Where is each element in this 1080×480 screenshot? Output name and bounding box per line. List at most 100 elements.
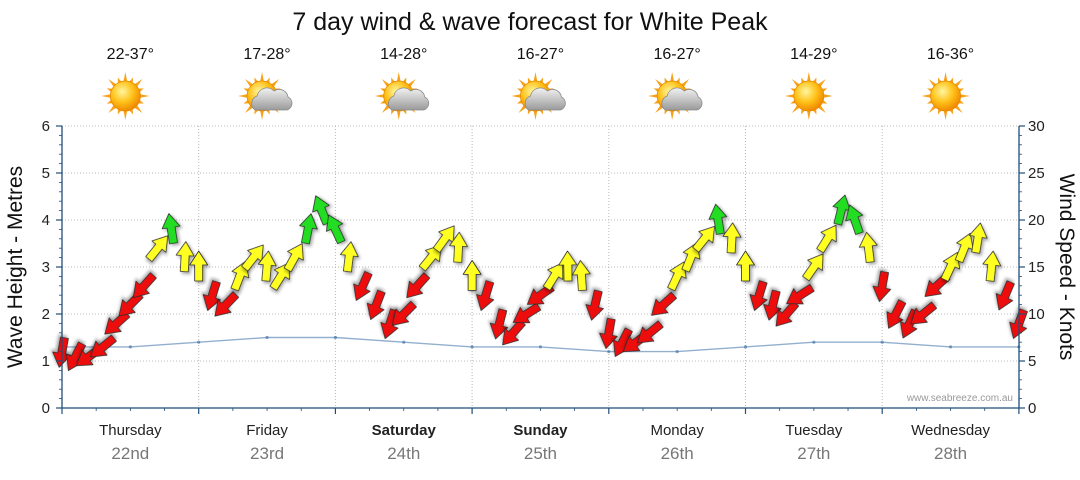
wind-arrow-shape	[90, 334, 117, 358]
wind-arrow-shape	[982, 250, 1002, 282]
sun-ray	[791, 105, 800, 113]
sun-ray	[271, 79, 280, 87]
wind-arrow-shape	[558, 250, 578, 282]
wind-arrow-shape	[872, 270, 892, 302]
sun-ray	[670, 72, 674, 82]
sun-ray	[954, 79, 963, 87]
wind-arrow-shape	[145, 235, 169, 262]
day-temperature: 16-27°	[653, 46, 700, 63]
right-tick-label: 5	[1028, 353, 1036, 370]
wind-arrow-shape	[692, 225, 715, 253]
wave-height-series	[60, 335, 1021, 354]
sun-ray	[245, 105, 253, 113]
wave-point	[812, 340, 816, 344]
sun-ray	[396, 72, 401, 82]
wave-point	[607, 350, 611, 354]
wind-arrow	[558, 250, 578, 282]
right-axis-ticks: 0 5 10 15 20 25 30	[1019, 118, 1045, 417]
wind-arrow-shape	[763, 289, 782, 321]
wind-arrow	[786, 283, 815, 305]
wind-arrow-shape	[353, 270, 373, 301]
right-tick-label: 15	[1028, 259, 1045, 276]
wave-point	[880, 340, 884, 344]
wind-arrow	[636, 320, 664, 344]
wind-arrow	[449, 231, 468, 263]
wind-arrow	[380, 308, 399, 340]
wind-arrow-shape	[339, 241, 359, 273]
sun-ray	[655, 105, 663, 113]
sun-ray	[655, 79, 663, 87]
wind-arrow-shape	[476, 280, 495, 311]
wind-arrow	[651, 291, 677, 316]
wind-arrow-shape	[542, 262, 564, 291]
daily-weather-row: 22-37° 17-28° 14-28° 16-27° 16-27° 14-29° 16-3…	[101, 46, 974, 120]
sun-ray	[381, 105, 390, 113]
sun-ray	[140, 94, 150, 98]
day-temperature: 17-28°	[243, 46, 290, 63]
wind-arrow	[910, 301, 938, 325]
sunny-icon	[101, 72, 150, 120]
sun-ray	[954, 105, 963, 113]
wind-arrow-shape	[786, 283, 815, 305]
day-name-label: Saturday	[372, 422, 437, 439]
day-temperature: 14-28°	[380, 46, 427, 63]
wind-arrow	[886, 299, 907, 329]
wind-arrow	[845, 204, 864, 235]
sun-ray	[533, 110, 538, 120]
wind-arrow-shape	[599, 317, 618, 349]
wind-arrow	[858, 231, 878, 263]
wave-point	[948, 345, 953, 349]
wind-arrow-shape	[325, 214, 346, 245]
sun-ray	[928, 105, 937, 113]
left-tick-label: 6	[42, 118, 50, 135]
wind-arrow	[325, 214, 346, 245]
sun-ray	[960, 94, 970, 98]
left-tick-label: 5	[42, 165, 50, 182]
wind-arrow-shape	[910, 301, 938, 325]
wind-arrow	[392, 300, 417, 326]
day-temperature: 22-37°	[107, 46, 154, 63]
sunny-icon	[921, 72, 970, 120]
sun-disc	[793, 80, 825, 112]
wind-arrow	[366, 289, 386, 320]
day-temperature: 14-29°	[790, 46, 837, 63]
wind-arrow-shape	[802, 253, 824, 282]
day-date-label: 28th	[934, 444, 967, 463]
wind-arrow-shape	[462, 259, 482, 291]
left-tick-label: 3	[42, 259, 50, 276]
wind-arrow	[763, 289, 782, 321]
wind-arrow	[406, 272, 431, 299]
cloud	[661, 87, 703, 111]
sun-ray	[134, 105, 143, 113]
sun-ray	[134, 79, 143, 87]
wind-arrow	[175, 241, 195, 273]
y2-axis-label: Wind Speed - Knots	[1055, 174, 1078, 361]
wind-arrow-shape	[299, 213, 318, 245]
day-name-label: Friday	[246, 422, 288, 439]
wind-arrow	[241, 244, 264, 272]
sun-ray	[408, 79, 416, 87]
sun-ray	[108, 105, 117, 113]
watermark: www.seabreeze.com.au	[906, 393, 1013, 404]
wave-point	[675, 350, 679, 354]
cloud	[388, 87, 430, 111]
day-name-label: Monday	[650, 422, 704, 439]
sun-ray	[533, 72, 538, 82]
wind-arrow-shape	[175, 241, 195, 273]
wind-arrows-series	[52, 194, 1028, 371]
wind-arrow-shape	[968, 222, 988, 254]
wave-point	[538, 345, 543, 349]
wind-arrow	[462, 259, 482, 291]
wind-arrow-shape	[489, 308, 509, 340]
sun-ray	[823, 94, 833, 98]
sun-ray	[374, 94, 384, 98]
sun-ray	[648, 94, 658, 98]
day-temperature: 16-27°	[517, 46, 564, 63]
wind-arrow	[299, 213, 318, 245]
partly-cloudy-icon	[511, 72, 566, 120]
wind-arrow-shape	[886, 299, 907, 329]
wind-arrow	[418, 244, 442, 272]
wind-arrow-shape	[202, 280, 221, 311]
sunny-icon	[784, 72, 833, 120]
